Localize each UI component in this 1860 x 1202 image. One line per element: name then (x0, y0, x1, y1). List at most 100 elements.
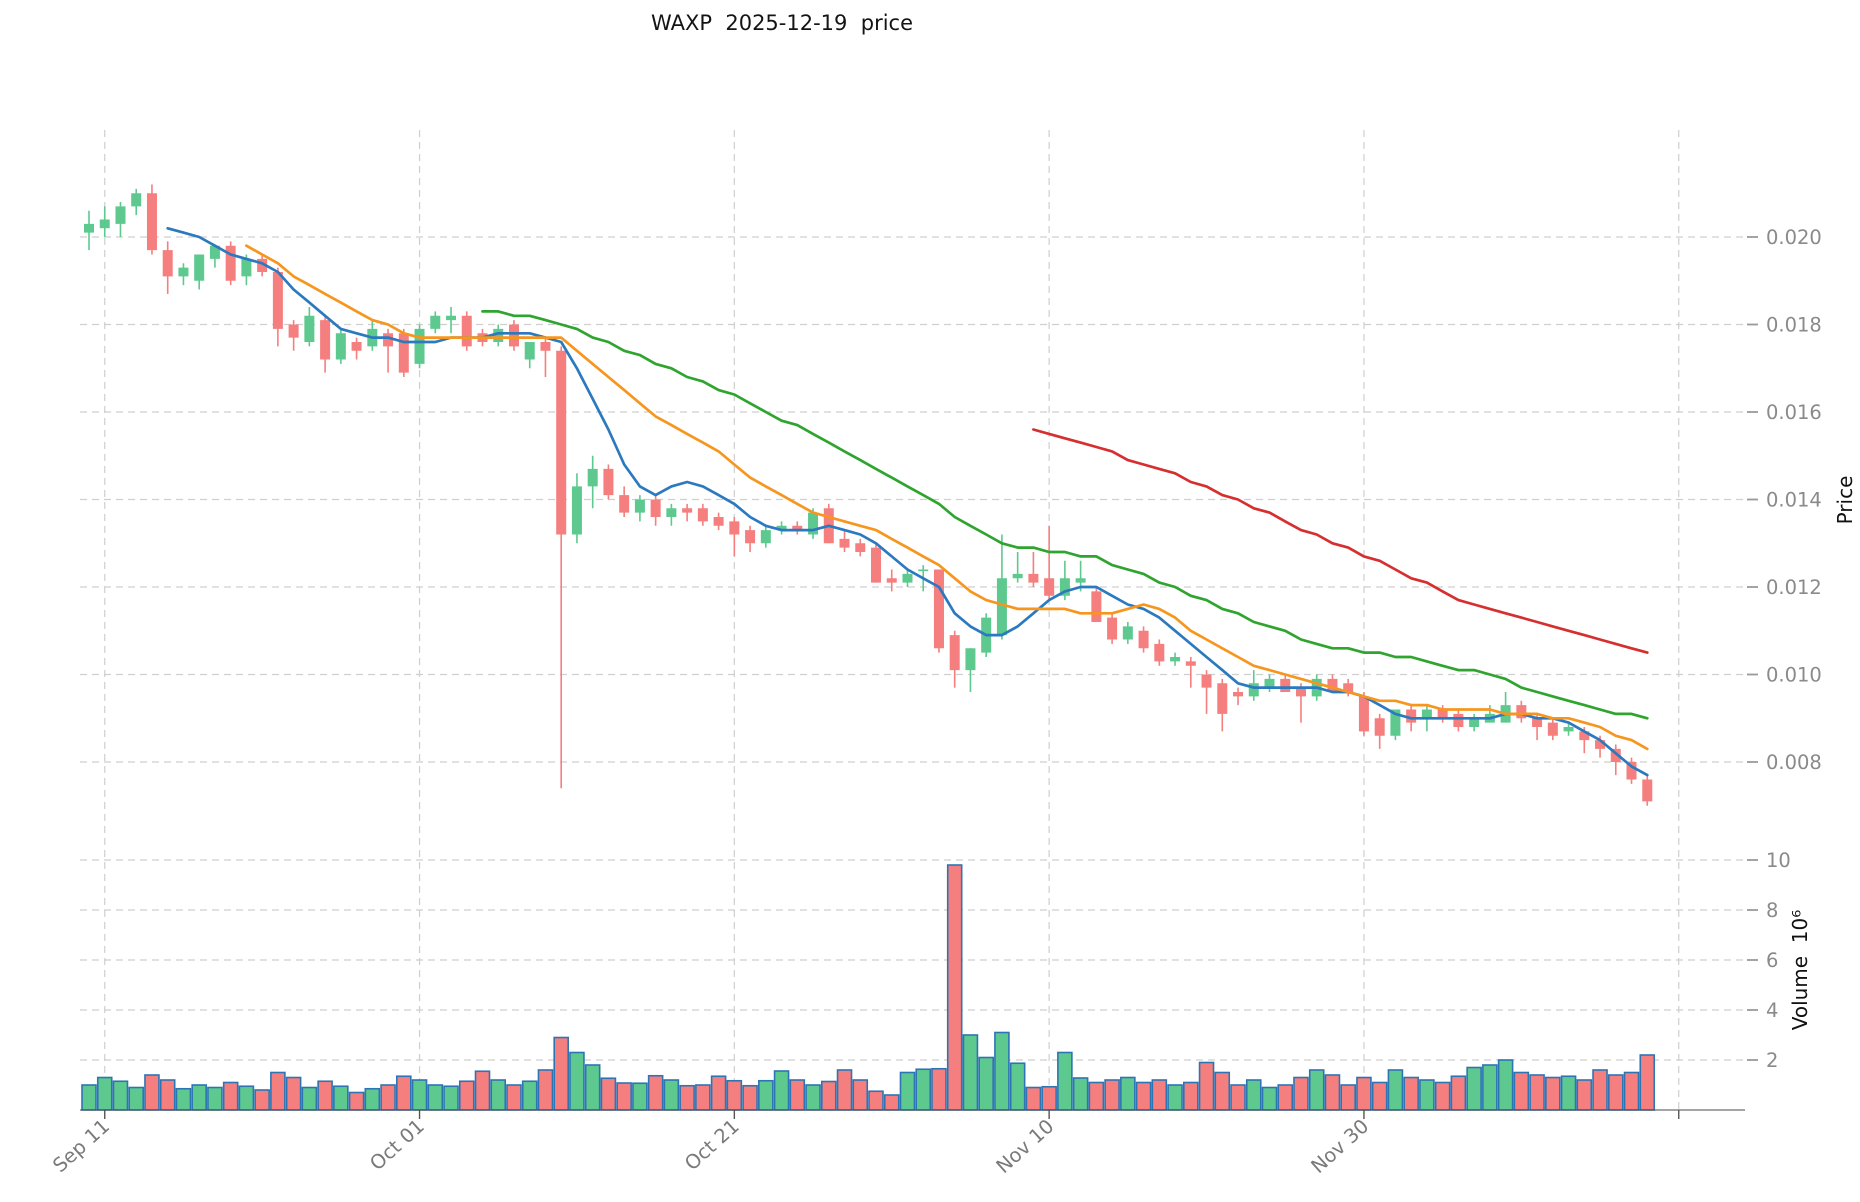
volume-bar (81, 1084, 97, 1111)
ma-mid-orange (245, 244, 1649, 751)
candle-body (1626, 762, 1637, 780)
candle-body (131, 193, 142, 207)
candle-body (1421, 709, 1432, 719)
volume-bar (1576, 1079, 1593, 1111)
volume-tick-label: 2 (1766, 1049, 1778, 1072)
volume-tick-label: 10 (1766, 849, 1791, 872)
candle-body (1547, 722, 1558, 736)
volume-bar (1230, 1084, 1246, 1111)
volume-bar (159, 1079, 176, 1111)
candle-body (603, 468, 614, 496)
candle-body (446, 315, 457, 321)
volume-bar (1135, 1081, 1152, 1111)
volume-bar (474, 1070, 491, 1111)
volume-bar (726, 1079, 743, 1111)
candle-body (257, 258, 268, 272)
price-tick-label: 0.018 (1766, 314, 1822, 337)
volume-bar (584, 1064, 601, 1111)
volume-bar (994, 1031, 1010, 1111)
volume-bar (1308, 1069, 1325, 1111)
candle-body (682, 508, 693, 513)
candle-body (1075, 578, 1086, 583)
date-tick-label: Oct 21 (680, 1115, 743, 1175)
volume-bar (380, 1084, 396, 1111)
volume-bar (112, 1080, 129, 1111)
volume-bar (1041, 1085, 1057, 1111)
volume-bar (978, 1056, 994, 1111)
candle-body (556, 350, 567, 535)
volume-bar (1104, 1079, 1120, 1111)
volume-bar (270, 1071, 286, 1111)
candle-body (1107, 617, 1118, 640)
candle-body (839, 538, 850, 548)
price-tick-label: 0.012 (1766, 576, 1822, 599)
volume-axis-label: Volume 10⁶ (1788, 910, 1812, 1031)
date-tick-label: Nov 30 (1307, 1115, 1374, 1178)
volume-bar (915, 1068, 932, 1111)
candle-body (1028, 573, 1039, 583)
volume-bar (1387, 1069, 1404, 1111)
candle-body (1532, 718, 1543, 727)
volume-bar (395, 1075, 412, 1111)
volume-bar (553, 1036, 570, 1111)
volume-tick-label: 4 (1766, 999, 1778, 1022)
volume-bar (1009, 1062, 1026, 1111)
volume-bar (1245, 1079, 1262, 1111)
candle-body (760, 530, 771, 544)
candle-body (162, 250, 173, 277)
volume-bar (1513, 1071, 1530, 1111)
candle-body (178, 267, 189, 277)
candle-body (918, 569, 929, 572)
volume-bar (521, 1080, 538, 1111)
volume-bar (1592, 1069, 1608, 1111)
volume-bar (962, 1034, 979, 1111)
candle-body (209, 245, 220, 259)
moving-average-lines (166, 226, 1649, 777)
volume-bar (1214, 1071, 1231, 1111)
candle-body (855, 543, 866, 552)
candle-body (335, 333, 346, 360)
volume-bar (852, 1079, 869, 1111)
volume-bar (1623, 1071, 1640, 1111)
candle-body (1358, 696, 1369, 732)
candle-body (304, 315, 315, 342)
volume-bar (1482, 1064, 1498, 1111)
volume-bar (191, 1084, 207, 1111)
volume-bar (820, 1080, 837, 1111)
candle-body (949, 635, 960, 671)
candle-body (1248, 683, 1259, 697)
candle-body (351, 342, 362, 351)
volume-bar (317, 1080, 333, 1111)
volume-bar (490, 1079, 507, 1111)
price-tick-label: 0.010 (1766, 664, 1822, 687)
volume-bars (81, 864, 1656, 1111)
price-axis-label: Price (1833, 476, 1857, 525)
volume-tick-label: 8 (1766, 899, 1778, 922)
candle-body (1390, 709, 1401, 736)
volume-bar (207, 1086, 223, 1111)
candle-body (634, 499, 645, 513)
price-tick-label: 0.014 (1766, 489, 1822, 512)
volume-bar (537, 1069, 554, 1111)
volume-bar (1324, 1074, 1341, 1111)
volume-bar (1167, 1084, 1183, 1111)
volume-bar (1072, 1077, 1089, 1111)
candle-body (808, 512, 819, 535)
volume-bar (285, 1076, 302, 1111)
volume-bar (238, 1085, 255, 1111)
volume-bar (128, 1086, 145, 1111)
candle-body (729, 521, 740, 535)
volume-bar (1497, 1059, 1514, 1111)
candle-body (241, 258, 252, 277)
candle-body (1295, 687, 1306, 697)
candle-body (1059, 578, 1070, 596)
candle-body (115, 206, 126, 224)
candle-body (194, 254, 205, 281)
candle-body (1469, 718, 1480, 727)
volume-bar (333, 1085, 349, 1111)
candle-body (1280, 678, 1291, 692)
chart-title: WAXP 2025-12-19 price (651, 11, 913, 35)
volume-bar (899, 1071, 916, 1111)
volume-bar (742, 1084, 758, 1111)
